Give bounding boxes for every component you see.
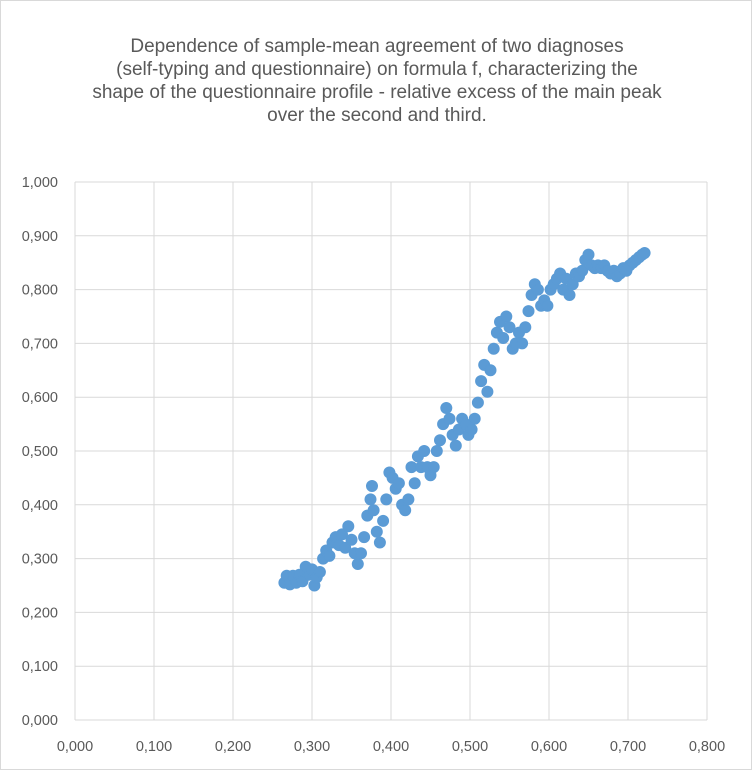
- data-point: [377, 514, 390, 527]
- y-tick-label: 0,100: [22, 659, 58, 675]
- data-point: [465, 423, 478, 436]
- data-point: [449, 439, 462, 452]
- data-point: [531, 283, 544, 296]
- data-point: [402, 493, 415, 506]
- x-tick-label: 0,200: [215, 739, 251, 755]
- x-tick-label: 0,500: [452, 739, 488, 755]
- data-point: [418, 445, 431, 457]
- chart-title-line: Dependence of sample-mean agreement of t…: [130, 36, 624, 57]
- data-point: [500, 310, 513, 323]
- data-point: [484, 364, 497, 377]
- data-point: [566, 278, 579, 291]
- data-point: [516, 337, 529, 350]
- data-point: [408, 477, 421, 490]
- chart-title-line: (self-typing and questionnaire) on formu…: [116, 59, 638, 80]
- data-point: [351, 558, 364, 570]
- data-point: [399, 504, 412, 517]
- data-point: [475, 375, 488, 388]
- data-point: [313, 566, 326, 578]
- data-point: [522, 305, 535, 318]
- chart-title: Dependence of sample-mean agreement of t…: [21, 35, 733, 127]
- y-tick-label: 0,000: [22, 713, 58, 729]
- y-axis-tick-labels: 0,000 0,100 0,200 0,300 0,400 0,500 0,600 0,700…: [22, 175, 58, 729]
- data-point: [427, 461, 440, 474]
- y-tick-label: 0,800: [22, 283, 58, 299]
- x-tick-label: 0,600: [531, 739, 567, 755]
- data-point: [541, 299, 554, 312]
- x-tick-label: 0,700: [610, 739, 646, 755]
- data-point: [503, 321, 516, 334]
- data-point: [364, 493, 377, 506]
- x-tick-label: 0,400: [373, 739, 409, 755]
- x-axis-tick-labels: 0,000 0,100 0,200 0,300 0,400 0,500 0,600 0,700…: [57, 739, 725, 755]
- grid-lines: [74, 181, 708, 721]
- y-tick-label: 1,000: [22, 175, 58, 191]
- data-point: [471, 396, 484, 409]
- data-point: [443, 412, 456, 425]
- y-tick-label: 0,300: [22, 552, 58, 568]
- chart-title-line: shape of the questionnaire profile - rel…: [92, 82, 662, 103]
- data-point: [370, 525, 383, 538]
- x-tick-label: 0,100: [136, 739, 172, 755]
- data-point: [342, 520, 355, 533]
- data-point: [392, 477, 405, 490]
- data-point: [434, 434, 446, 447]
- data-point: [576, 264, 589, 277]
- y-tick-label: 0,200: [22, 605, 58, 621]
- data-point: [430, 445, 443, 457]
- data-point: [366, 480, 378, 492]
- data-point: [367, 504, 380, 517]
- x-tick-label: 0,000: [57, 739, 93, 755]
- x-tick-label: 0,800: [689, 739, 725, 755]
- y-tick-label: 0,700: [22, 336, 58, 352]
- data-point: [323, 549, 336, 562]
- y-tick-label: 0,900: [22, 229, 58, 245]
- data-point: [345, 533, 358, 546]
- data-point: [339, 541, 352, 554]
- y-tick-label: 0,400: [22, 498, 58, 514]
- data-point: [336, 528, 348, 541]
- data-point: [563, 289, 576, 301]
- data-point: [355, 547, 367, 560]
- data-point: [440, 402, 453, 414]
- chart-title-line: over the second and third.: [267, 105, 487, 126]
- y-tick-label: 0,500: [22, 444, 58, 460]
- data-point: [582, 248, 595, 261]
- data-point: [358, 531, 371, 544]
- data-point: [497, 332, 510, 344]
- data-point: [519, 321, 532, 334]
- data-point: [487, 342, 500, 355]
- data-points: [278, 247, 651, 592]
- data-point: [373, 536, 386, 549]
- data-point: [481, 385, 494, 398]
- y-tick-label: 0,600: [22, 390, 58, 406]
- data-point: [638, 247, 651, 259]
- x-tick-label: 0,300: [294, 739, 330, 755]
- data-point: [380, 493, 393, 506]
- data-point: [468, 412, 481, 425]
